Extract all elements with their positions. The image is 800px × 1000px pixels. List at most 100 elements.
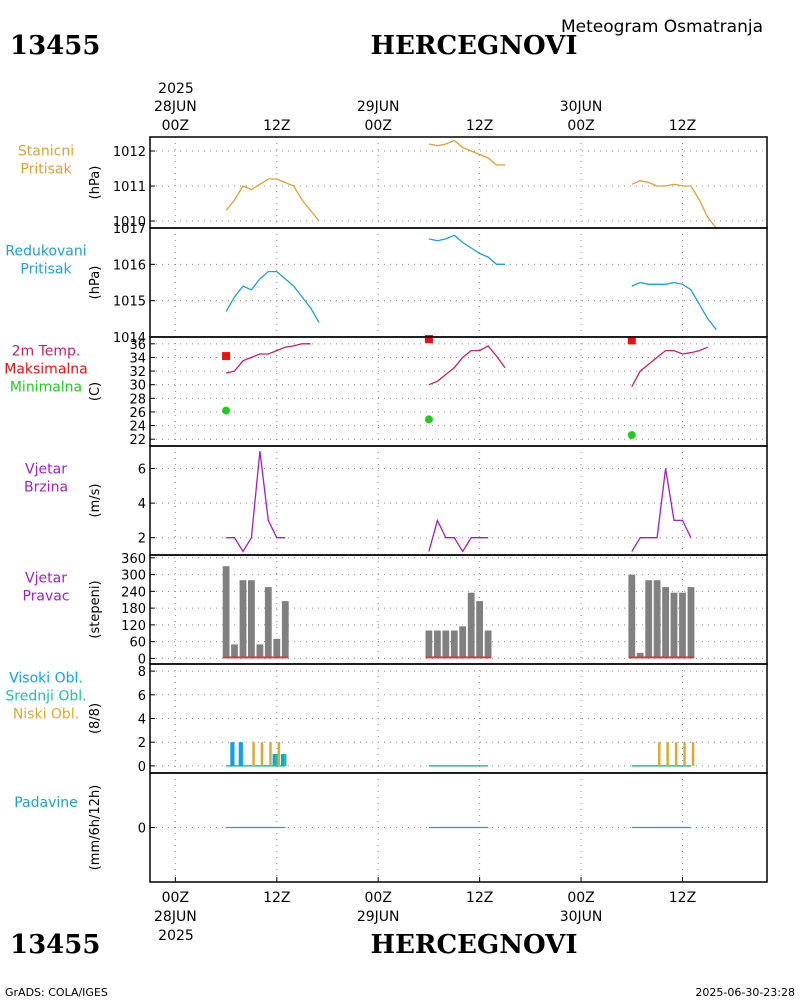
- time-tick-label-top: 00Z: [162, 118, 189, 134]
- cloud-bar-cloud_high: [230, 742, 235, 766]
- y-tick-label: 0: [138, 822, 146, 837]
- cloud-bar-cloud_high: [272, 754, 277, 766]
- cloud-bar-cloud_low: [260, 742, 264, 766]
- wind-direction-bar: [248, 580, 255, 659]
- y-tick-label: 22: [129, 433, 146, 448]
- y-tick-label: 0: [138, 760, 146, 775]
- cloud-bar-cloud_low: [666, 742, 669, 766]
- marker-minimalna: [424, 415, 433, 424]
- y-tick-label: 34: [129, 351, 146, 366]
- cloud-bar-cloud_low: [269, 742, 272, 766]
- series-line-reduced_pressure: [225, 270, 320, 323]
- y-tick-label: 60: [129, 636, 146, 651]
- y-tick-label: 6: [138, 689, 146, 704]
- y-tick-label: 2: [138, 736, 146, 751]
- marker-maksimalna: [627, 336, 636, 345]
- date-label-bottom: 29JUN: [357, 909, 400, 925]
- y-tick-label: 180: [121, 602, 146, 617]
- wind-direction-bar: [434, 630, 441, 659]
- y-tick-label: 0: [138, 652, 146, 667]
- time-tick-label-top: 00Z: [567, 118, 594, 134]
- marker-maksimalna: [222, 352, 231, 361]
- y-tick-label: 1015: [113, 295, 146, 310]
- time-tick-label-bottom: 12Z: [669, 890, 696, 906]
- panel-label-wind_speed: Brzina: [24, 480, 68, 496]
- series-line-wind_speed: [631, 468, 692, 552]
- y-tick-label: 36: [129, 338, 146, 353]
- panel-label-station_pressure: Stanicni: [18, 144, 74, 160]
- y-tick-label: 28: [129, 392, 146, 407]
- date-label-bottom: 28JUN: [154, 909, 197, 925]
- panel-frame-precipitation: [149, 772, 768, 883]
- cloud-bar-cloud_low: [252, 742, 255, 766]
- wind-direction-bar: [467, 592, 475, 659]
- cloud-bar-cloud_low: [674, 742, 678, 766]
- cloud-bar-cloud_high: [281, 754, 286, 766]
- y-axis-label: (hPa): [88, 266, 103, 300]
- year-label-top: 2025: [158, 81, 194, 97]
- wind-direction-bar: [670, 592, 678, 659]
- series-line-station_pressure: [225, 178, 320, 222]
- station-id-bottom: 13455: [10, 930, 100, 960]
- y-axis-label: (hPa): [88, 166, 103, 200]
- y-axis-label: (stepeni): [88, 580, 103, 638]
- series-line-station_pressure: [428, 139, 505, 166]
- y-tick-label: 1014: [113, 331, 146, 346]
- panel-frame-wind_speed: [149, 445, 768, 556]
- date-label-bottom: 30JUN: [560, 909, 603, 925]
- time-tick-label-bottom: 00Z: [567, 890, 594, 906]
- wind-direction-bar: [425, 630, 433, 659]
- wind-direction-bar: [231, 644, 238, 659]
- time-tick-label-top: 12Z: [669, 118, 696, 134]
- y-tick-label: 1010: [113, 215, 146, 230]
- footer-timestamp: 2025-06-30-23:28: [695, 986, 795, 999]
- series-line-wind_speed: [428, 518, 489, 553]
- y-tick-label: 300: [121, 569, 146, 584]
- y-tick-label: 8: [138, 665, 146, 680]
- series-line-reduced_pressure: [631, 281, 717, 331]
- series-line-wind_speed: [226, 451, 286, 553]
- cloud-bar-cloud_low: [691, 742, 695, 766]
- wind-direction-bar: [645, 580, 653, 659]
- time-tick-label-bottom: 00Z: [365, 890, 392, 906]
- cloud-bar-cloud_mid: [275, 754, 278, 766]
- panel-label-precipitation: Padavine: [14, 795, 78, 811]
- cloud-bar-cloud_low: [277, 742, 281, 766]
- wind-direction-bar: [281, 601, 289, 659]
- y-tick-label: 24: [129, 420, 146, 435]
- year-label-bottom: 2025: [158, 928, 194, 944]
- y-axis-label: (m/s): [88, 484, 103, 518]
- product-title: Meteogram Osmatranja: [561, 17, 763, 37]
- y-tick-label: 120: [121, 619, 146, 634]
- y-tick-label: 1012: [113, 145, 146, 160]
- series-line-temperature: [631, 346, 709, 388]
- y-tick-label: 360: [121, 552, 146, 567]
- wind-direction-bar: [264, 587, 272, 659]
- series-line-temperature: [225, 343, 311, 374]
- panel-label-cloud_cover: Srednji Obl.: [5, 689, 86, 705]
- panel-label-reduced_pressure: Redukovani: [5, 244, 86, 260]
- date-label-top: 28JUN: [154, 99, 197, 115]
- series-line-reduced_pressure: [428, 234, 505, 265]
- wind-direction-bar: [628, 574, 636, 659]
- wind-direction-bar: [662, 587, 669, 659]
- wind-direction-bar: [653, 580, 661, 659]
- time-tick-label-bottom: 12Z: [466, 890, 493, 906]
- panel-frame-temperature: [149, 336, 768, 447]
- panel-label-wind_direction: Pravac: [22, 589, 69, 605]
- plot-area: 00Z 28JUN 00Z 28JUN 12Z 12Z 00Z 29JUN 00Z 29JUN 12…: [4, 99, 768, 925]
- marker-maksimalna: [424, 335, 433, 344]
- cloud-bar-cloud_mid: [284, 754, 287, 766]
- wind-direction-bar: [484, 630, 492, 659]
- y-tick-label: 6: [138, 462, 146, 477]
- station-id-top: 13455: [10, 31, 100, 61]
- marker-minimalna: [222, 406, 231, 415]
- wind-direction-bar: [459, 626, 467, 659]
- wind-direction-bar: [687, 587, 695, 659]
- series-line-station_pressure: [631, 180, 717, 229]
- y-tick-label: 1017: [113, 222, 146, 237]
- panel-label-cloud_cover: Visoki Obl.: [9, 671, 83, 687]
- time-tick-label-top: 00Z: [365, 118, 392, 134]
- y-tick-label: 2: [138, 532, 146, 547]
- wind-direction-bar: [239, 580, 247, 659]
